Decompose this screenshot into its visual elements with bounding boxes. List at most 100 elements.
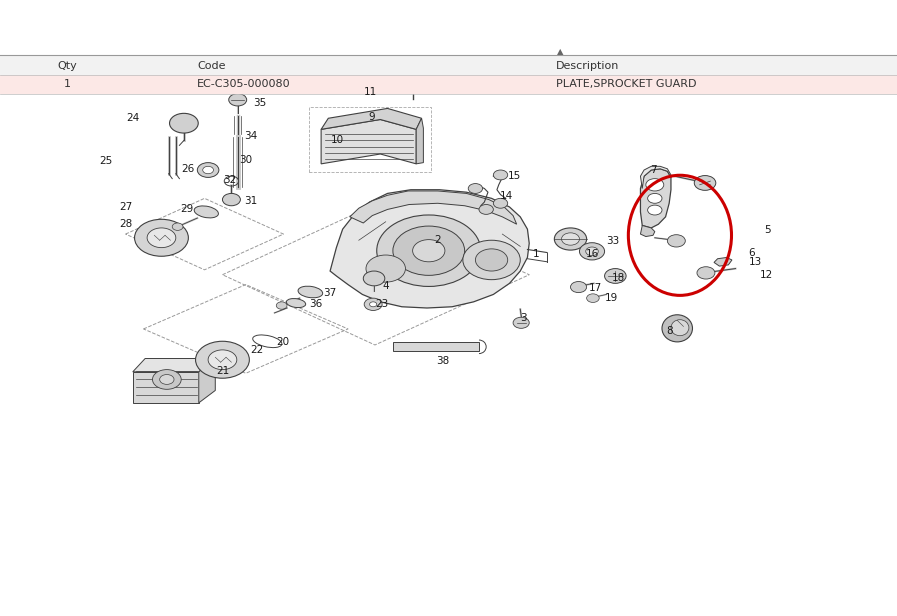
Polygon shape [640, 169, 671, 228]
Text: 14: 14 [501, 191, 513, 201]
Circle shape [667, 235, 685, 247]
Circle shape [172, 223, 183, 230]
Text: 33: 33 [606, 237, 619, 246]
Text: 3: 3 [520, 313, 527, 323]
Circle shape [697, 267, 715, 279]
Polygon shape [321, 108, 422, 129]
Circle shape [377, 215, 481, 286]
Polygon shape [330, 190, 529, 308]
Circle shape [562, 233, 579, 245]
Bar [0, 55, 897, 75]
Ellipse shape [194, 206, 219, 218]
Polygon shape [133, 372, 199, 403]
Circle shape [605, 269, 626, 283]
Circle shape [160, 375, 174, 384]
Text: 15: 15 [509, 171, 521, 181]
Circle shape [570, 282, 587, 293]
Text: Description: Description [556, 61, 620, 71]
Polygon shape [416, 118, 423, 164]
Circle shape [463, 240, 520, 280]
Text: 20: 20 [276, 337, 289, 347]
Circle shape [170, 113, 198, 133]
Circle shape [203, 166, 213, 174]
Text: 4: 4 [382, 281, 389, 291]
Text: 37: 37 [324, 288, 336, 298]
Text: 34: 34 [245, 131, 257, 140]
Polygon shape [350, 191, 517, 224]
Circle shape [135, 219, 188, 256]
Ellipse shape [298, 286, 323, 298]
Circle shape [147, 228, 176, 248]
Text: 7: 7 [649, 165, 657, 175]
Ellipse shape [671, 320, 689, 336]
Polygon shape [393, 342, 479, 351]
Polygon shape [640, 166, 671, 188]
Text: 29: 29 [180, 205, 193, 214]
Text: 1: 1 [533, 249, 540, 259]
Circle shape [493, 170, 508, 180]
Text: 35: 35 [254, 99, 266, 108]
Circle shape [513, 317, 529, 328]
Circle shape [413, 240, 445, 262]
Text: 11: 11 [364, 87, 377, 97]
Circle shape [579, 243, 605, 260]
Circle shape [587, 294, 599, 302]
Text: 5: 5 [764, 225, 771, 235]
Text: 28: 28 [119, 219, 132, 229]
Text: EC-C305-000080: EC-C305-000080 [197, 79, 291, 89]
Text: 24: 24 [126, 113, 139, 123]
Text: 26: 26 [182, 164, 195, 174]
Circle shape [196, 341, 249, 378]
Text: 13: 13 [749, 257, 762, 267]
Circle shape [363, 271, 385, 286]
Polygon shape [199, 359, 215, 403]
Circle shape [393, 226, 465, 275]
Text: 21: 21 [216, 367, 229, 376]
Circle shape [468, 184, 483, 193]
Text: Qty: Qty [57, 61, 77, 71]
Text: 18: 18 [613, 274, 625, 283]
Text: 12: 12 [760, 270, 772, 280]
Circle shape [586, 247, 598, 256]
Ellipse shape [286, 299, 306, 307]
Text: 32: 32 [223, 175, 236, 185]
Text: 22: 22 [250, 345, 263, 355]
Circle shape [694, 176, 716, 190]
Text: 38: 38 [437, 356, 449, 366]
Circle shape [229, 94, 247, 106]
Circle shape [364, 298, 382, 310]
Polygon shape [133, 359, 215, 372]
Text: ▲: ▲ [556, 47, 563, 56]
Circle shape [554, 228, 587, 250]
Polygon shape [321, 120, 416, 164]
Circle shape [493, 198, 508, 208]
Circle shape [208, 350, 237, 370]
Text: PLATE,SPROCKET GUARD: PLATE,SPROCKET GUARD [556, 79, 697, 89]
Text: 1: 1 [64, 79, 71, 89]
Polygon shape [640, 225, 655, 237]
Text: Code: Code [197, 61, 226, 71]
Bar [0, 75, 897, 94]
Text: 6: 6 [748, 248, 755, 257]
Text: 9: 9 [368, 112, 375, 122]
Circle shape [152, 370, 181, 389]
Text: 27: 27 [119, 202, 132, 212]
Circle shape [479, 205, 493, 214]
Circle shape [405, 79, 420, 89]
Text: 2: 2 [434, 235, 441, 245]
Circle shape [276, 302, 287, 309]
Circle shape [366, 255, 405, 282]
Circle shape [475, 249, 508, 271]
Text: 31: 31 [245, 196, 257, 206]
Circle shape [648, 193, 662, 203]
Circle shape [646, 179, 664, 191]
Ellipse shape [662, 315, 692, 342]
Text: 10: 10 [331, 136, 344, 145]
Circle shape [370, 302, 377, 307]
Circle shape [197, 163, 219, 177]
Text: 23: 23 [376, 299, 388, 309]
Text: 36: 36 [309, 299, 322, 309]
Text: 30: 30 [239, 155, 252, 165]
Polygon shape [714, 257, 732, 266]
Circle shape [222, 193, 240, 206]
